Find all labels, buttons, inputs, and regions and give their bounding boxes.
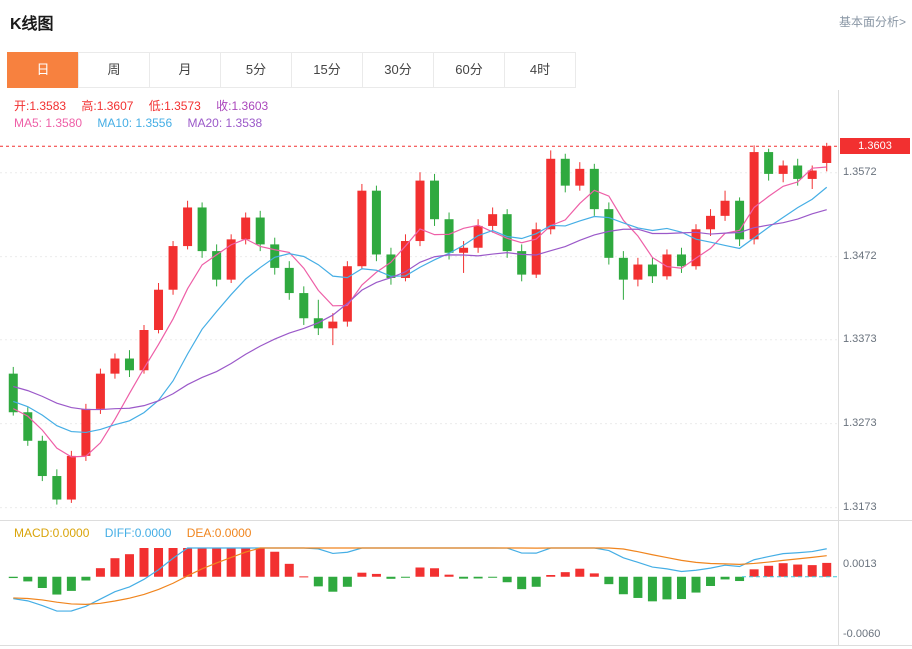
ma10-line: [13, 186, 828, 434]
ma20-value: 1.3538: [225, 116, 263, 130]
close-value: 1.3603: [231, 99, 269, 113]
ma-readout: MA5: 1.3580 MA10: 1.3556 MA20: 1.3538: [14, 116, 274, 130]
macd-readout: MACD:0.0000 DIFF:0.0000 DEA:0.0000: [14, 526, 263, 540]
tab-4hour[interactable]: 4时: [504, 52, 576, 88]
diff-label: DIFF:: [104, 526, 135, 540]
tab-5min[interactable]: 5分: [220, 52, 292, 88]
open-value: 1.3583: [29, 99, 67, 113]
ma10-value: 1.3556: [135, 116, 173, 130]
interval-tabs: 日 周 月 5分 15分 30分 60分 4时: [7, 52, 576, 88]
low-value: 1.3573: [164, 99, 201, 113]
dea-value: 0.0000: [214, 526, 252, 540]
panel-borders: [0, 90, 912, 646]
diff-value: 0.0000: [134, 526, 172, 540]
tab-week[interactable]: 周: [78, 52, 150, 88]
macd-value: 0.0000: [52, 526, 90, 540]
open-label: 开:: [14, 99, 30, 113]
tab-30min[interactable]: 30分: [362, 52, 434, 88]
dea-label: DEA:: [186, 526, 215, 540]
ma5-line: [12, 166, 827, 458]
tab-60min[interactable]: 60分: [433, 52, 505, 88]
fundamental-analysis-link[interactable]: 基本面分析>: [838, 15, 906, 29]
dea-line: [13, 547, 827, 605]
ma5-value: 1.3580: [45, 116, 83, 130]
tab-day[interactable]: 日: [7, 52, 79, 88]
macd-label: MACD:: [14, 526, 53, 540]
high-value: 1.3607: [96, 99, 134, 113]
ma20-label: MA20:: [187, 116, 223, 130]
high-label: 高:: [81, 99, 97, 113]
macd-histogram: [8, 548, 832, 602]
tab-month[interactable]: 月: [149, 52, 221, 88]
low-label: 低:: [148, 99, 165, 113]
tab-15min[interactable]: 15分: [291, 52, 363, 88]
diff-line: [13, 547, 827, 612]
ma20-line: [13, 209, 827, 411]
page-title: K线图: [10, 16, 54, 33]
ma10-label: MA10:: [97, 116, 133, 130]
ma5-label: MA5:: [14, 116, 43, 130]
candle-series: [8, 142, 832, 505]
close-label: 收:: [216, 99, 232, 113]
ohlc-readout: 开:1.3583 高:1.3607 低:1.3573 收:1.3603: [14, 97, 280, 114]
